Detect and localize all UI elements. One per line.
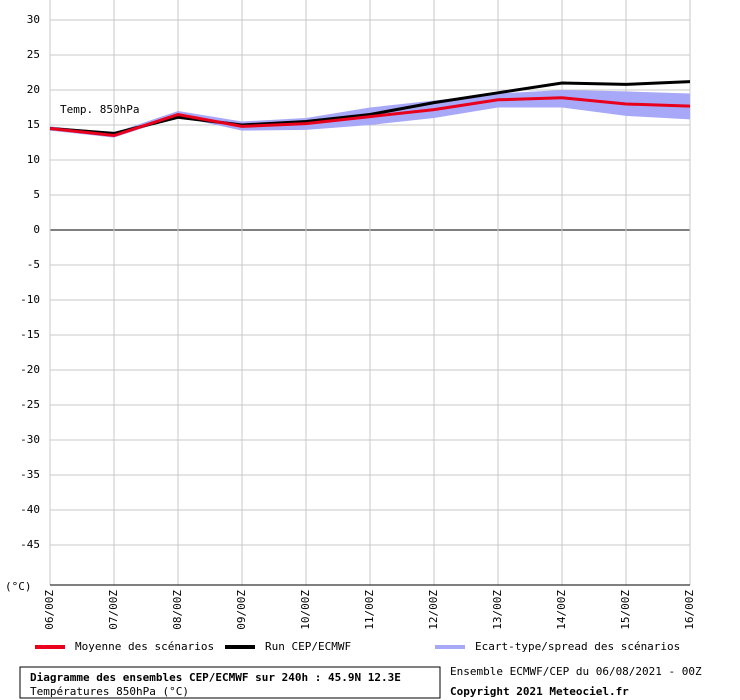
y-tick-label: -5 — [27, 258, 40, 271]
footer-subtitle: Températures 850hPa (°C) — [30, 685, 189, 698]
y-tick-label: -25 — [20, 398, 40, 411]
y-tick-label: -35 — [20, 468, 40, 481]
y-tick-label: -20 — [20, 363, 40, 376]
series-line — [49, 96, 691, 138]
x-tick-label: 13/00Z — [491, 590, 504, 630]
y-tick-label: 10 — [27, 153, 40, 166]
copyright: Copyright 2021 Meteociel.fr — [450, 685, 629, 698]
source: Ensemble ECMWF/CEP du 06/08/2021 - 00Z — [450, 665, 702, 678]
x-tick-label: 09/00Z — [235, 590, 248, 630]
y-tick-label: 30 — [27, 13, 40, 26]
y-tick-label: 20 — [27, 83, 40, 96]
annotation: Temp. 850hPa — [60, 103, 139, 116]
x-tick-label: 10/00Z — [299, 590, 312, 630]
y-axis-label: (°C) — [5, 580, 32, 593]
y-tick-label: -30 — [20, 433, 40, 446]
y-tick-label: 15 — [27, 118, 40, 131]
legend-label: Moyenne des scénarios — [75, 640, 214, 653]
y-tick-label: -10 — [20, 293, 40, 306]
y-tick-label: -45 — [20, 538, 40, 551]
x-tick-label: 06/00Z — [43, 590, 56, 630]
footer-box — [19, 666, 441, 699]
footer-title: Diagramme des ensembles CEP/ECMWF sur 24… — [30, 671, 401, 684]
y-tick-label: -40 — [20, 503, 40, 516]
x-tick-label: 12/00Z — [427, 590, 440, 630]
x-tick-label: 16/00Z — [683, 590, 696, 630]
y-tick-label: 0 — [33, 223, 40, 236]
x-tick-label: 08/00Z — [171, 590, 184, 630]
y-tick-label: 5 — [33, 188, 40, 201]
y-tick-label: -15 — [20, 328, 40, 341]
legend-label: Run CEP/ECMWF — [265, 640, 351, 653]
legend-label: Ecart-type/spread des scénarios — [475, 640, 680, 653]
x-tick-label: 15/00Z — [619, 590, 632, 630]
y-tick-label: 25 — [27, 48, 40, 61]
x-tick-label: 14/00Z — [555, 590, 568, 630]
x-tick-label: 07/00Z — [107, 590, 120, 630]
x-tick-label: 11/00Z — [363, 590, 376, 630]
